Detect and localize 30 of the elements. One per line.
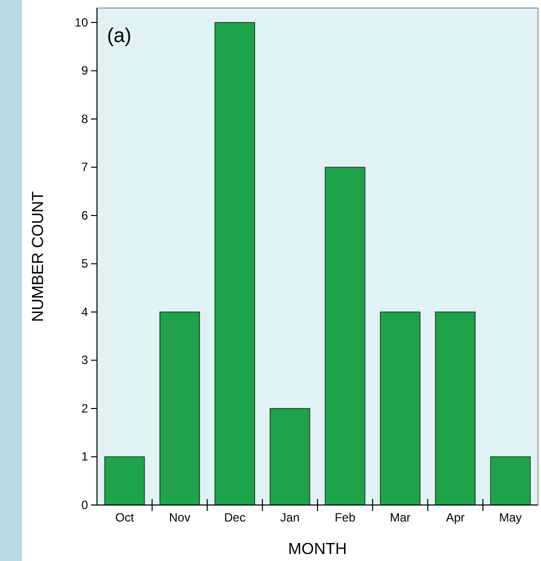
- y-tick-label: 7: [81, 160, 88, 174]
- x-tick-label: May: [499, 510, 522, 525]
- x-tick-label: Feb: [334, 510, 356, 525]
- annotation: (a): [107, 25, 132, 47]
- bar: [104, 456, 145, 506]
- y-tick-label: 4: [81, 304, 88, 319]
- x-tick-label: Mar: [390, 510, 411, 525]
- bar: [270, 408, 310, 506]
- x-tick-label: Apr: [446, 510, 465, 525]
- y-tick-label: 5: [81, 256, 88, 271]
- y-tick-label: 8: [81, 112, 88, 126]
- bar: [435, 312, 476, 506]
- y-tick-label: 9: [81, 64, 88, 78]
- y-tick-label: 3: [81, 353, 88, 368]
- bar: [214, 22, 256, 506]
- y-tick-label: 10: [74, 15, 88, 30]
- y-tick-label: 1: [81, 450, 88, 464]
- x-tick-label: Jan: [280, 510, 300, 525]
- bar: [324, 166, 366, 506]
- x-tick-label: Oct: [115, 510, 135, 525]
- y-tick-label: 6: [81, 208, 88, 222]
- y-tick-label: 0: [81, 498, 88, 512]
- bar: [159, 312, 200, 506]
- x-tick-label: Dec: [224, 510, 246, 525]
- bar: [490, 456, 531, 506]
- x-axis-title: MONTH: [288, 541, 347, 558]
- y-tick-label: 2: [81, 401, 88, 416]
- y-axis-title: NUMBER COUNT: [30, 190, 47, 322]
- x-tick-label: Nov: [169, 510, 190, 525]
- bar: [380, 312, 420, 506]
